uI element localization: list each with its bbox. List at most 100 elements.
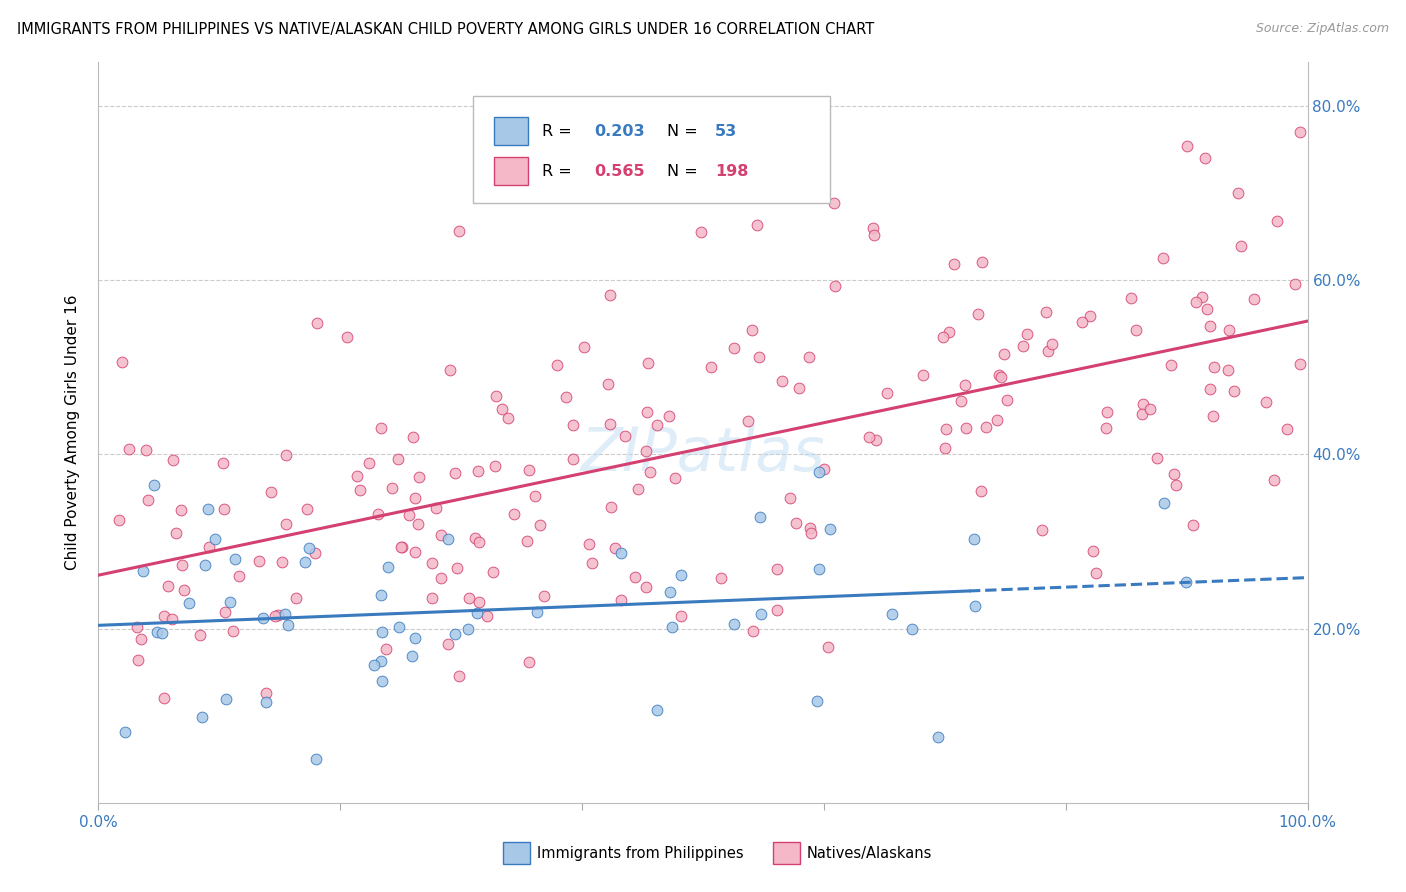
Point — [1222, 384, 1244, 399]
Point — [785, 516, 807, 531]
Point — [858, 430, 880, 444]
Point — [742, 624, 765, 639]
Point — [1040, 337, 1063, 351]
Point — [658, 409, 681, 424]
Point — [1152, 251, 1174, 265]
Point — [974, 420, 997, 434]
Point — [572, 340, 595, 354]
Point — [751, 180, 773, 194]
Point — [464, 531, 486, 545]
Point — [388, 620, 411, 634]
Point — [467, 594, 489, 608]
Point — [523, 489, 546, 503]
Point — [610, 593, 633, 607]
Point — [252, 611, 274, 625]
Point — [1202, 409, 1225, 423]
Point — [932, 330, 955, 344]
Point — [610, 546, 633, 560]
Point — [800, 526, 823, 541]
Point — [1164, 477, 1187, 491]
Point — [136, 492, 159, 507]
Point — [389, 541, 412, 555]
Point — [430, 528, 453, 542]
Point — [613, 429, 636, 443]
Point — [901, 622, 924, 636]
Point — [498, 411, 520, 425]
Point — [624, 570, 647, 584]
Point — [135, 442, 157, 457]
Point — [443, 627, 465, 641]
Point — [305, 317, 328, 331]
Point — [408, 470, 430, 484]
Point — [449, 669, 471, 683]
Point — [1198, 318, 1220, 333]
Point — [439, 363, 461, 377]
Point — [562, 452, 585, 467]
Point — [935, 421, 957, 435]
Point — [214, 605, 236, 619]
Point — [700, 360, 723, 375]
Point — [1163, 467, 1185, 481]
Point — [955, 421, 977, 435]
Point — [766, 562, 789, 576]
Point — [398, 508, 420, 523]
Point — [1078, 309, 1101, 323]
Point — [533, 590, 555, 604]
Point — [963, 599, 986, 613]
Point — [1202, 360, 1225, 375]
Point — [876, 385, 898, 400]
Point — [254, 695, 277, 709]
Point — [1289, 357, 1312, 371]
Point — [1036, 343, 1059, 358]
Text: 198: 198 — [716, 164, 748, 178]
Point — [125, 620, 148, 634]
Point — [374, 641, 396, 656]
Point — [636, 581, 658, 595]
Point — [404, 491, 426, 506]
Point — [1175, 138, 1198, 153]
Point — [370, 421, 392, 435]
Point — [669, 609, 692, 624]
Point — [194, 558, 217, 572]
Point — [1174, 574, 1197, 589]
Point — [1017, 326, 1039, 341]
Point — [963, 532, 986, 546]
Point — [1267, 214, 1289, 228]
Point — [1229, 238, 1251, 252]
Point — [555, 390, 578, 404]
Text: R =: R = — [543, 124, 576, 139]
Point — [1153, 496, 1175, 510]
Point — [401, 648, 423, 663]
Point — [970, 483, 993, 498]
Point — [475, 608, 498, 623]
Point — [747, 218, 769, 232]
Point — [371, 673, 394, 688]
Point — [723, 341, 745, 355]
Point — [818, 522, 841, 536]
Point — [1288, 125, 1310, 139]
Point — [285, 591, 308, 606]
Point — [377, 560, 399, 574]
Point — [664, 471, 686, 485]
Point — [443, 467, 465, 481]
Point — [363, 658, 385, 673]
Point — [198, 541, 221, 555]
Point — [516, 533, 538, 548]
Point — [953, 377, 976, 392]
Point — [254, 686, 277, 700]
Point — [1132, 397, 1154, 411]
Point — [634, 444, 657, 458]
Point — [546, 359, 568, 373]
Point — [304, 546, 326, 560]
Point — [865, 434, 887, 448]
Point — [807, 562, 830, 576]
Point — [142, 477, 165, 491]
Point — [599, 500, 621, 515]
Point — [1125, 322, 1147, 336]
Point — [150, 626, 173, 640]
Point — [765, 602, 787, 616]
Point — [517, 463, 540, 477]
Point — [1139, 401, 1161, 416]
Text: Natives/Alaskans: Natives/Alaskans — [807, 846, 932, 861]
Point — [276, 516, 298, 531]
